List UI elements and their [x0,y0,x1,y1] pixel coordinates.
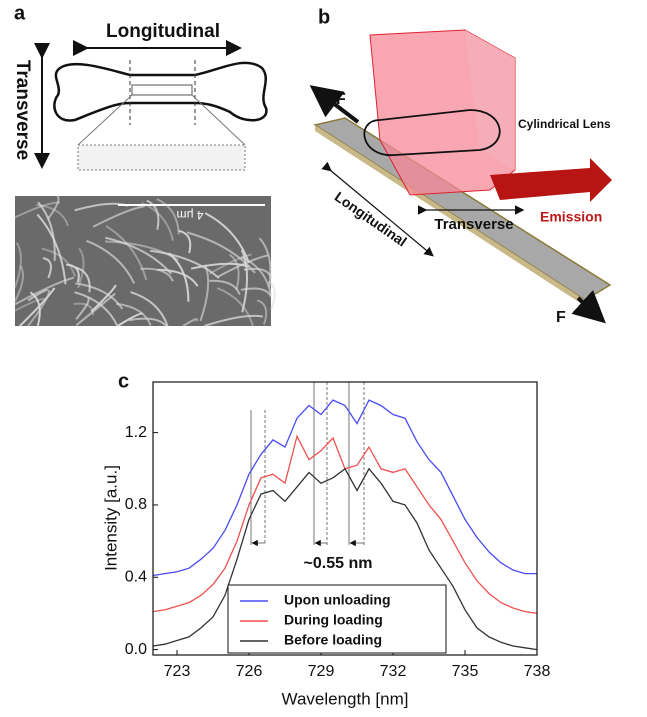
fiber [90,284,117,313]
fibers [14,195,276,327]
legend-label: During loading [284,612,383,628]
fiber [105,225,148,281]
fiber [74,291,119,327]
legend-label: Before loading [284,632,382,648]
emission-label: Emission [540,209,602,225]
fiber [146,199,160,230]
force-arrow [571,290,606,324]
panel-label: a [14,2,26,24]
annotation: ~0.55 nm [304,555,373,572]
panel-a: a Longitudinal Transverse 4 μm [12,2,276,327]
axis-label: Longitudinal [332,188,410,249]
fiber [240,249,248,313]
fiber [256,299,268,325]
fiber [208,253,252,275]
fiber [150,249,220,279]
fiber [216,287,254,327]
y-tick-label: 0.8 [125,496,147,513]
fiber [74,266,91,293]
fiber [14,276,75,306]
fiber [217,254,269,278]
fiber [156,198,180,235]
series-line [152,467,538,651]
arrow [321,161,434,257]
x-tick-label: 738 [524,663,551,680]
scale-label: 4 μm [177,208,204,222]
fiber [76,247,85,289]
fiber [86,239,136,284]
fiber [190,262,250,270]
x-tick-label: 723 [164,663,191,680]
fiber [36,203,70,227]
axis-label: Longitudinal [106,21,220,42]
series-line [152,399,537,577]
bone-outline [53,61,268,122]
fiber [36,213,67,285]
fiber [178,229,192,254]
force-label: F [336,91,346,108]
axis-label: Transverse [434,216,513,233]
force-arrow [309,85,360,124]
legend-label: Upon unloading [284,592,391,608]
panel-b: b F F Cylindrical Lens Longitudinal Tran… [309,6,612,326]
lens-label: Cylindrical Lens [518,117,611,131]
y-tick-label: 0.0 [125,641,147,658]
fiber [14,242,22,288]
plot-frame [152,381,538,656]
fiber [75,282,124,310]
fiber [229,253,240,291]
fiber [27,289,49,302]
fiber [128,317,167,327]
section [131,84,193,96]
fiber [203,314,264,327]
fiber [46,195,60,221]
fiber [130,291,169,327]
fiber [157,268,199,287]
x-tick-label: 729 [308,663,335,680]
fiber [268,280,276,311]
y-tick-label: 1.2 [125,424,147,441]
fiber [209,279,241,296]
panel-label: b [318,6,330,28]
panel-label: c [118,370,129,392]
cylindrical-lens [363,109,501,156]
fiber [14,265,25,303]
light-beam-side [465,30,515,170]
fiber [243,267,272,279]
fiber [186,231,256,274]
y-tick-label: 0.4 [125,568,147,585]
x-tick-label: 732 [380,663,407,680]
fiber [19,287,56,327]
panel-c: c Wavelength [nm] Intensity [a.u.] ~0.55… [101,370,550,708]
fiber [105,236,173,275]
fiber [204,212,250,264]
x-tick-label: 735 [452,663,479,680]
fiber [41,247,76,277]
fiber [66,263,80,283]
fiber [182,318,198,327]
axis-label: Transverse [12,60,33,160]
guide [77,94,246,146]
fiber [240,287,272,298]
x-tick-label: 726 [236,663,263,680]
section-enlarged [77,144,246,171]
fiber [37,201,56,261]
fiber [140,267,174,282]
sem-image [15,196,271,326]
fiber [42,257,52,279]
fiber [116,302,152,326]
fiber [199,264,210,322]
y-axis-title: Intensity [a.u.] [101,465,120,571]
fiber [92,205,145,228]
force-label: F [556,309,566,326]
emission-arrow [490,158,612,202]
fiber [27,289,51,327]
x-axis-title: Wavelength [nm] [282,689,409,708]
